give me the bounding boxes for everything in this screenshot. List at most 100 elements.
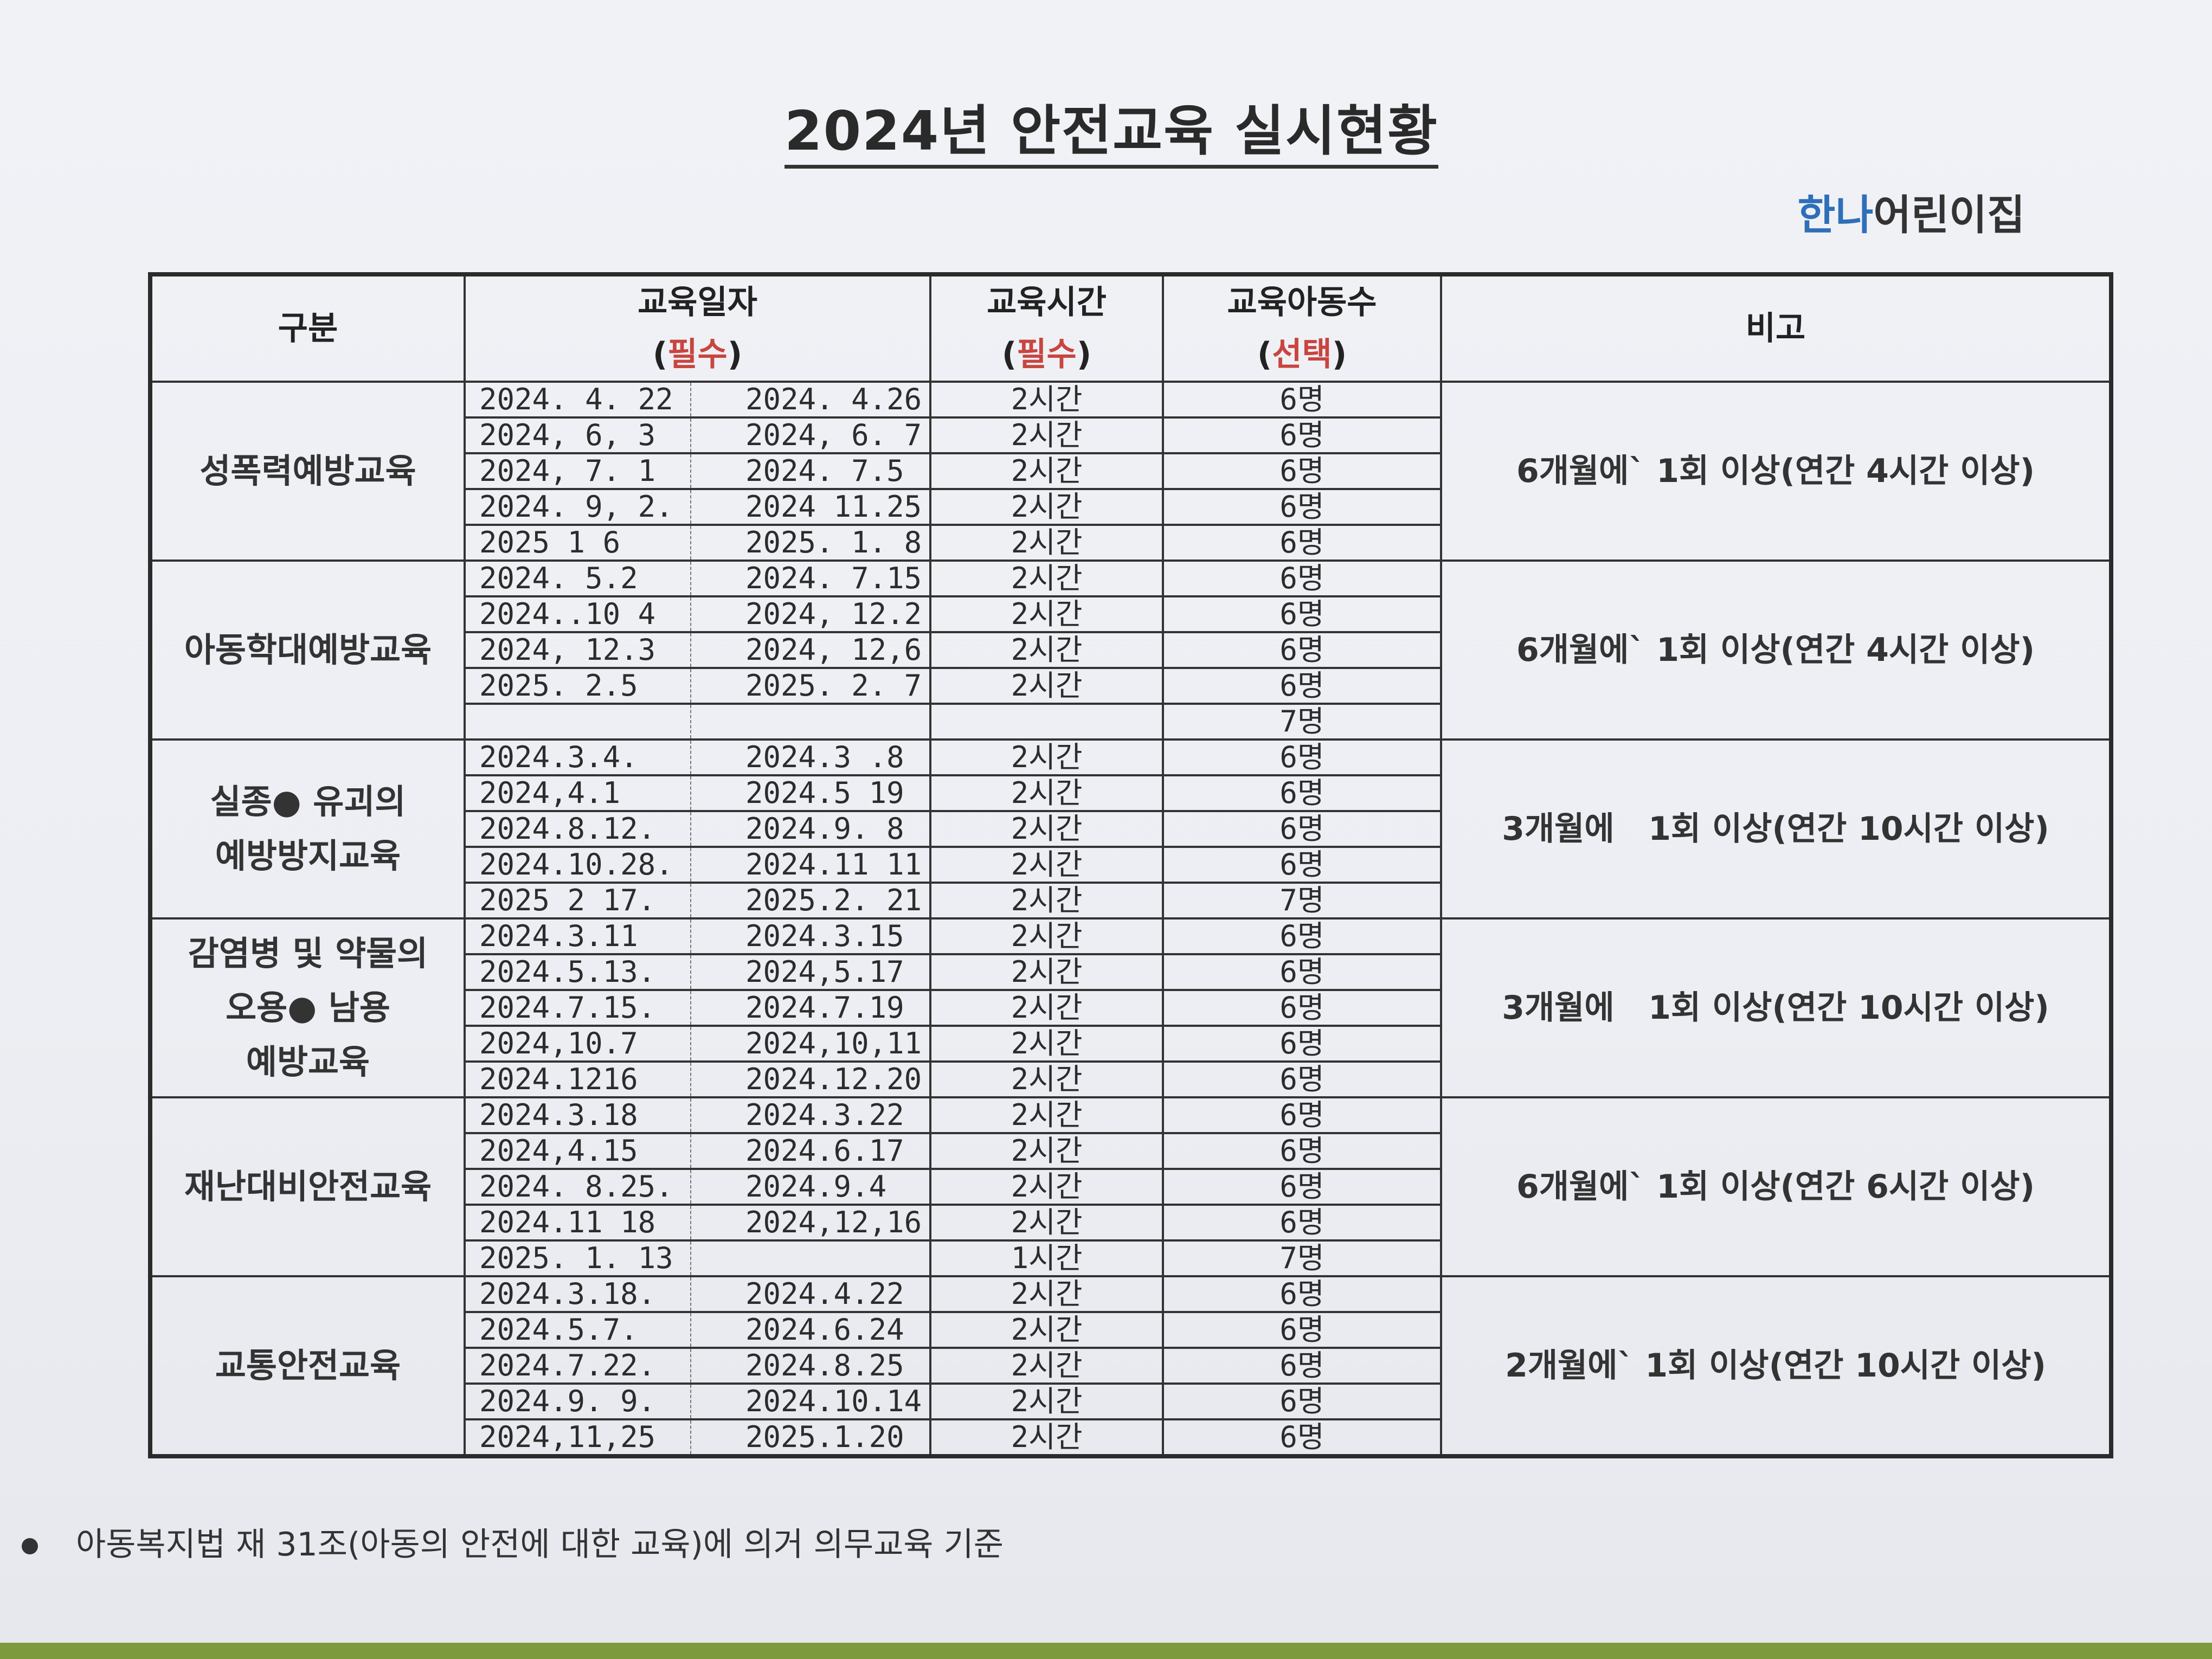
duration-cell: 2시간 — [929, 1096, 1164, 1134]
end-date-cell: 2024.4.22 — [690, 1275, 931, 1313]
table-row: 2024.7.15. 2024.7.19 2시간 6명 — [150, 989, 2111, 1027]
title-text: 2024년 안전교육 실시현황 — [785, 99, 1438, 169]
duration-cell: 2시간 — [929, 381, 1164, 419]
end-date-cell: 2024. 7.15 — [690, 560, 931, 597]
duration-cell: 2시간 — [929, 524, 1164, 562]
end-date-cell: 2024.9. 8 — [690, 810, 931, 848]
end-date-cell: 2024.9.4 — [690, 1168, 931, 1206]
children-count-cell: 6명 — [1162, 953, 1442, 991]
children-count-cell: 6명 — [1162, 774, 1442, 812]
children-count-cell: 6명 — [1162, 989, 1442, 1027]
duration-cell: 2시간 — [929, 560, 1164, 597]
end-date-cell: 2024. 7.5 — [690, 452, 931, 490]
duration-cell: 2시간 — [929, 846, 1164, 884]
table-row: 아동학대예방교육 2024. 5.2 2024. 7.15 2시간 6명 6개월에` 1회… — [149, 560, 2112, 741]
end-date-cell: 2025. 2. 7 — [690, 667, 931, 705]
table-row: 2025. 1. 13 1시간 7명 — [150, 1239, 2111, 1277]
organization-name: 한나어린이집 — [1797, 182, 2025, 241]
duration-cell: 2시간 — [929, 1132, 1164, 1170]
start-date-cell: 2024.7.22. — [464, 1347, 691, 1385]
children-count-cell: 6명 — [1162, 1418, 1442, 1457]
table-row: 2024, 7. 1 2024. 7.5 2시간 6명 — [150, 452, 2111, 490]
start-date-cell: 2024.3.11 — [464, 917, 691, 955]
start-date-cell: 2024.3.4. — [464, 738, 691, 776]
category-cell: 실종● 유괴의 예방방지교육 — [149, 738, 466, 919]
footnote: 아동복지법 재 31조(아동의 안전에 대한 교육)에 의거 의무교육 기준 — [22, 1518, 1004, 1565]
children-count-cell: 6명 — [1162, 488, 1442, 526]
category-cell: 감염병 및 약물의 오용● 남용 예방교육 — [149, 917, 466, 1098]
children-count-cell: 6명 — [1162, 1311, 1442, 1349]
end-date-cell — [690, 703, 931, 741]
header-children: 교육아동수 (선택) — [1162, 273, 1442, 383]
category-label: 아동학대예방교육 — [184, 630, 432, 670]
duration-cell: 2시간 — [929, 738, 1164, 776]
duration-cell: 2시간 — [929, 452, 1164, 490]
start-date-cell: 2024. 8.25. — [464, 1168, 691, 1206]
start-date-cell: 2024.8.12. — [464, 810, 691, 848]
table-row: 감염병 및 약물의 오용● 남용 예방교육 2024.3.11 2024.3.15 2시간… — [149, 917, 2112, 1098]
duration-cell: 2시간 — [929, 1347, 1164, 1385]
category-label: 감염병 및 약물의 — [188, 934, 428, 973]
end-date-cell: 2025.2. 21 — [690, 882, 931, 919]
table-row: 7명 — [150, 703, 2111, 741]
end-date-cell: 2024,12,16 — [690, 1204, 931, 1242]
table-header-row: 구분 교육일자 (필수) 교육시간 (필수) 교육아동수 (선택) 비고 — [149, 273, 2112, 383]
footnote-text: 아동복지법 재 31조(아동의 안전에 대한 교육)에 의거 의무교육 기준 — [76, 1526, 1004, 1564]
table-row: 2025 2 17. 2025.2. 21 2시간 7명 — [150, 882, 2111, 919]
children-count-cell: 6명 — [1162, 667, 1442, 705]
org-name-rest: 어린이집 — [1873, 191, 2025, 239]
table-row: 2024.5.7. 2024.6.24 2시간 6명 — [150, 1311, 2111, 1349]
start-date-cell: 2024, 6, 3 — [464, 416, 691, 454]
end-date-cell: 2024. 4.26 — [690, 381, 931, 419]
remark-cell: 3개월에 1회 이상(연간 10시간 이상) — [1440, 917, 2112, 1098]
children-count-cell: 7명 — [1162, 1239, 1442, 1277]
remark-cell: 3개월에 1회 이상(연간 10시간 이상) — [1440, 738, 2112, 919]
table-row: 2024.5.13. 2024,5.17 2시간 6명 — [150, 953, 2111, 991]
duration-cell: 2시간 — [929, 488, 1164, 526]
table-row: 2025 1 6 2025. 1. 8 2시간 6명 — [150, 524, 2111, 562]
duration-cell: 2시간 — [929, 882, 1164, 919]
start-date-cell: 2025 2 17. — [464, 882, 691, 919]
category-cell: 성폭력예방교육 — [149, 381, 466, 562]
remark-cell: 2개월에` 1회 이상(연간 10시간 이상) — [1440, 1275, 2112, 1457]
category-cell: 재난대비안전교육 — [149, 1096, 466, 1277]
end-date-cell: 2024 11.25 — [690, 488, 931, 526]
start-date-cell: 2024,10.7 — [464, 1025, 691, 1063]
duration-cell: 2시간 — [929, 1060, 1164, 1098]
page-title: 2024년 안전교육 실시현황 — [0, 87, 2212, 169]
end-date-cell: 2024,10,11 — [690, 1025, 931, 1063]
duration-cell: 2시간 — [929, 631, 1164, 669]
start-date-cell: 2024, 7. 1 — [464, 452, 691, 490]
children-count-cell: 7명 — [1162, 703, 1442, 741]
duration-cell: 2시간 — [929, 667, 1164, 705]
start-date-cell: 2024..10 4 — [464, 595, 691, 633]
start-date-cell: 2024,4.1 — [464, 774, 691, 812]
start-date-cell: 2024.9. 9. — [464, 1382, 691, 1420]
start-date-cell: 2024.1216 — [464, 1060, 691, 1098]
end-date-cell: 2024.5 19 — [690, 774, 931, 812]
children-count-cell: 6명 — [1162, 917, 1442, 955]
table-row: 2024, 12.3 2024, 12,6 2시간 6명 — [150, 631, 2111, 669]
table-row: 성폭력예방교육 2024. 4. 22 2024. 4.26 2시간 6명 6개월에` 1… — [149, 381, 2112, 562]
table-row: 2024,4.15 2024.6.17 2시간 6명 — [150, 1132, 2111, 1170]
children-count-cell: 6명 — [1162, 524, 1442, 562]
duration-cell: 2시간 — [929, 810, 1164, 848]
duration-cell: 2시간 — [929, 917, 1164, 955]
start-date-cell: 2024.3.18 — [464, 1096, 691, 1134]
start-date-cell: 2024. 5.2 — [464, 560, 691, 597]
table-row: 2024,4.1 2024.5 19 2시간 6명 — [150, 774, 2111, 812]
org-name-accent: 한나 — [1797, 191, 1874, 239]
category-label: 오용● 남용 — [226, 988, 390, 1027]
safety-education-table: 구분 교육일자 (필수) 교육시간 (필수) 교육아동수 (선택) 비고 성폭력예방교… — [148, 272, 2113, 1458]
children-count-cell: 6명 — [1162, 1347, 1442, 1385]
table-row: 2024. 9, 2. 2024 11.25 2시간 6명 — [150, 488, 2111, 526]
children-count-cell: 6명 — [1162, 1132, 1442, 1170]
children-count-cell: 6명 — [1162, 1382, 1442, 1420]
duration-cell: 2시간 — [929, 1168, 1164, 1206]
end-date-cell: 2024, 12,6 — [690, 631, 931, 669]
end-date-cell: 2024.3.15 — [690, 917, 931, 955]
duration-cell: 2시간 — [929, 989, 1164, 1027]
children-count-cell: 6명 — [1162, 452, 1442, 490]
start-date-cell: 2025. 2.5 — [464, 667, 691, 705]
end-date-cell: 2024.12.20 — [690, 1060, 931, 1098]
